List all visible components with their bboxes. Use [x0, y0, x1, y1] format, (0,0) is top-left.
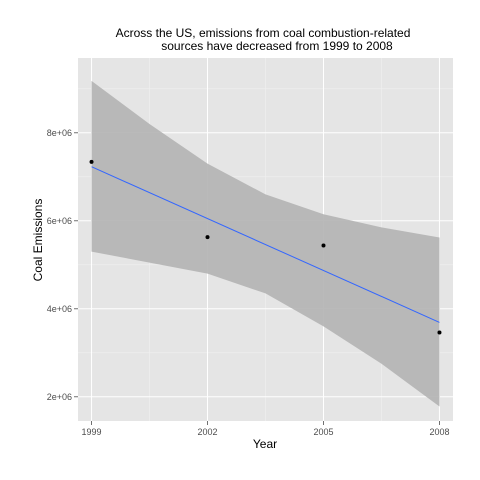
x-tick-labels: 1999 2002 2005 2008	[82, 427, 450, 437]
x-tick-label: 2008	[429, 427, 449, 437]
y-axis-title: Coal Emissions	[31, 199, 45, 282]
data-point	[321, 243, 326, 248]
x-tick-label: 2002	[197, 427, 217, 437]
data-point	[437, 330, 442, 335]
y-tick-label: 6e+06	[47, 216, 72, 226]
x-tick-label: 1999	[82, 427, 102, 437]
y-tick-labels: 2e+06 4e+06 6e+06 8e+06	[47, 128, 72, 402]
y-tick-label: 4e+06	[47, 304, 72, 314]
x-tick-label: 2005	[313, 427, 333, 437]
y-tick-label: 8e+06	[47, 128, 72, 138]
x-axis-title: Year	[253, 437, 277, 451]
chart-title-line-2: sources have decreased from 1999 to 2008	[161, 39, 393, 53]
y-tick-label: 2e+06	[47, 392, 72, 402]
data-points	[89, 159, 442, 335]
chart-title-line-1: Across the US, emissions from coal combu…	[116, 26, 411, 40]
data-point	[205, 235, 210, 240]
data-point	[89, 159, 94, 164]
axis-ticks	[74, 132, 440, 425]
regression-line	[91, 166, 440, 323]
confidence-band	[91, 80, 440, 407]
